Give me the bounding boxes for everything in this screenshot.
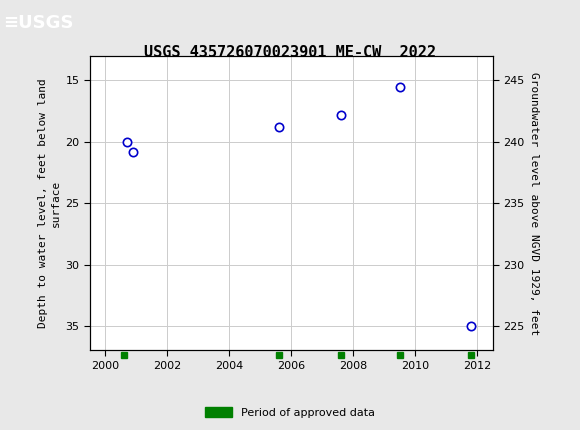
Text: ≡USGS: ≡USGS [3,14,74,31]
Y-axis label: Depth to water level, feet below land
surface: Depth to water level, feet below land su… [38,78,61,328]
Y-axis label: Groundwater level above NGVD 1929, feet: Groundwater level above NGVD 1929, feet [529,71,539,335]
Legend: Period of approved data: Period of approved data [200,403,380,422]
Text: USGS 435726070023901 ME-CW  2022: USGS 435726070023901 ME-CW 2022 [144,45,436,60]
